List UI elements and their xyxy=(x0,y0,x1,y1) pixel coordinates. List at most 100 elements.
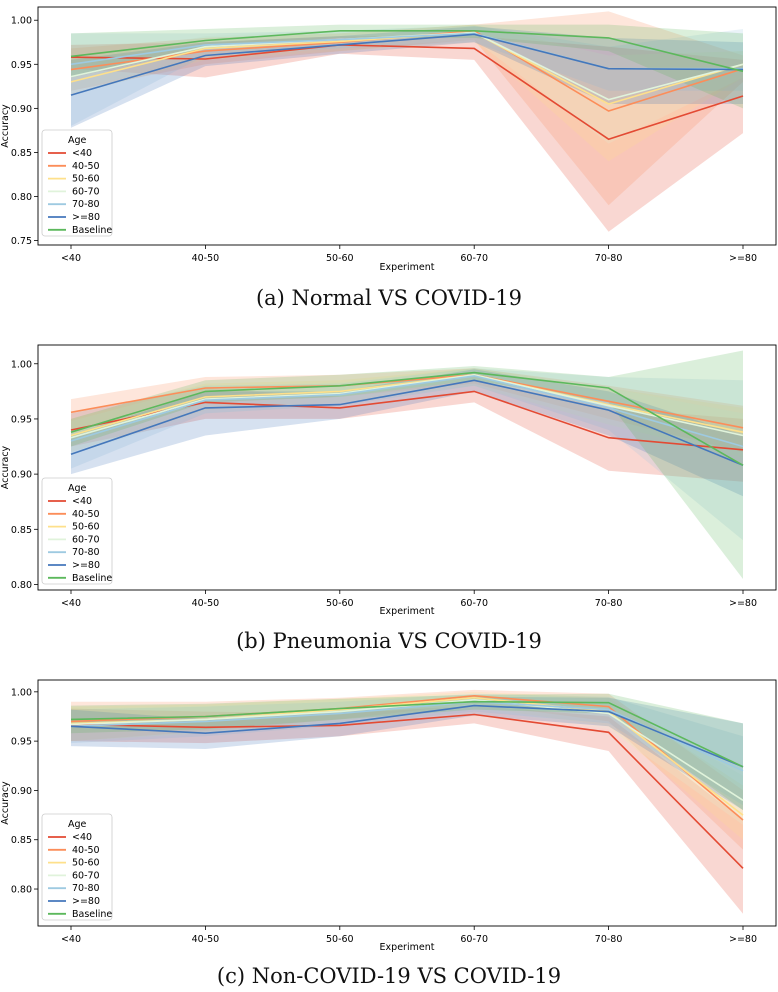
confidence-band xyxy=(71,36,743,232)
y-tick-label: 1.00 xyxy=(11,359,32,370)
x-tick-label: >=80 xyxy=(729,934,757,945)
confidence-band xyxy=(71,25,743,144)
legend-box xyxy=(41,813,113,921)
legend-label: 50-60 xyxy=(72,174,100,185)
x-tick-label: <40 xyxy=(61,934,81,945)
series-line xyxy=(70,713,744,869)
legend-label: Baseline xyxy=(72,225,112,236)
series-line xyxy=(70,700,744,772)
x-tick-label: 50-60 xyxy=(326,253,354,264)
y-tick-label: 0.80 xyxy=(11,885,32,896)
legend-label: 40-50 xyxy=(72,845,100,856)
plot-frame xyxy=(37,344,777,591)
series-line xyxy=(70,29,744,73)
y-tick-label: 0.85 xyxy=(11,148,32,159)
x-tick-label: 40-50 xyxy=(192,253,220,264)
confidence-band xyxy=(71,368,743,541)
legend-label: 40-50 xyxy=(72,509,100,520)
legend-label: 50-60 xyxy=(72,522,100,533)
confidence-band xyxy=(71,689,743,850)
y-tick-label: 1.00 xyxy=(11,16,32,27)
confidence-band xyxy=(71,693,743,811)
series-line xyxy=(70,375,744,448)
x-tick-label: <40 xyxy=(61,253,81,264)
x-tick-label: 40-50 xyxy=(192,934,220,945)
series-line xyxy=(70,44,744,141)
caption-b: (b) Pneumonia VS COVID-19 xyxy=(236,629,542,653)
x-tick-label: 60-70 xyxy=(460,598,488,609)
legend-label: <40 xyxy=(72,496,92,507)
series-line xyxy=(70,379,744,467)
y-tick-label: 0.95 xyxy=(11,414,32,425)
caption-c: (c) Non-COVID-19 VS COVID-19 xyxy=(216,964,562,988)
x-axis-label: Experiment xyxy=(380,942,435,953)
series-line xyxy=(70,33,744,96)
y-tick-label: 0.90 xyxy=(11,104,32,115)
x-tick-label: 50-60 xyxy=(326,598,354,609)
y-tick-label: 0.90 xyxy=(11,786,32,797)
y-tick-label: 0.75 xyxy=(11,236,32,247)
x-tick-label: >=80 xyxy=(729,598,757,609)
x-axis-label: Experiment xyxy=(380,262,435,273)
legend-label: 70-80 xyxy=(72,199,100,210)
plot-frame xyxy=(37,679,777,927)
series-line xyxy=(70,373,744,437)
confidence-band xyxy=(71,696,743,811)
legend-label: 70-80 xyxy=(72,883,100,894)
series-line xyxy=(70,700,744,768)
confidence-band xyxy=(71,693,743,806)
y-tick-label: 0.85 xyxy=(11,835,32,846)
y-axis-label: Accuracy xyxy=(0,445,11,489)
x-axis-label: Experiment xyxy=(380,606,435,617)
confidence-band xyxy=(71,692,743,825)
x-tick-label: <40 xyxy=(61,598,81,609)
y-tick-label: 0.95 xyxy=(11,60,32,71)
y-tick-label: 0.80 xyxy=(11,580,32,591)
y-tick-label: 1.00 xyxy=(11,687,32,698)
confidence-band xyxy=(71,369,743,497)
confidence-band xyxy=(71,691,743,840)
legend-label: Baseline xyxy=(72,909,112,920)
legend-title: Age xyxy=(68,135,87,146)
legend-box xyxy=(41,477,113,585)
confidence-band xyxy=(71,380,743,482)
y-tick-label: 0.80 xyxy=(11,192,32,203)
series-line xyxy=(70,373,744,429)
x-tick-label: 60-70 xyxy=(460,934,488,945)
legend-label: <40 xyxy=(72,148,92,159)
x-tick-label: >=80 xyxy=(729,253,757,264)
legend-title: Age xyxy=(68,819,87,830)
x-tick-label: 70-80 xyxy=(595,934,623,945)
y-tick-label: 0.90 xyxy=(11,470,32,481)
legend-label: <40 xyxy=(72,832,92,843)
series-line xyxy=(70,704,744,768)
legend-label: 60-70 xyxy=(72,534,100,545)
chart-2: 0.800.850.900.951.00<40 40-50 50-60 60-70 70… xyxy=(0,679,777,953)
confidence-band xyxy=(71,368,743,452)
legend-label: >=80 xyxy=(72,896,100,907)
legend-label: 50-60 xyxy=(72,858,100,869)
series-line xyxy=(70,373,744,439)
legend-box xyxy=(41,129,113,237)
legend-label: 40-50 xyxy=(72,161,100,172)
chart-0: 0.750.800.850.900.951.00<40 40-50 50-60 60-… xyxy=(0,6,777,273)
confidence-band xyxy=(71,26,743,128)
legend-label: Baseline xyxy=(72,573,112,584)
x-tick-label: 60-70 xyxy=(460,253,488,264)
legend-label: >=80 xyxy=(72,560,100,571)
series-line xyxy=(70,371,744,466)
chart-1: 0.800.850.900.951.00<40 40-50 50-60 60-70 70… xyxy=(0,344,777,617)
x-tick-label: 70-80 xyxy=(595,598,623,609)
x-tick-label: 40-50 xyxy=(192,598,220,609)
y-axis-label: Accuracy xyxy=(0,781,11,825)
y-tick-label: 0.85 xyxy=(11,525,32,536)
x-tick-label: 70-80 xyxy=(595,253,623,264)
y-axis-label: Accuracy xyxy=(0,104,11,148)
confidence-band xyxy=(71,24,743,162)
x-tick-label: 50-60 xyxy=(326,934,354,945)
legend-label: 60-70 xyxy=(72,186,100,197)
